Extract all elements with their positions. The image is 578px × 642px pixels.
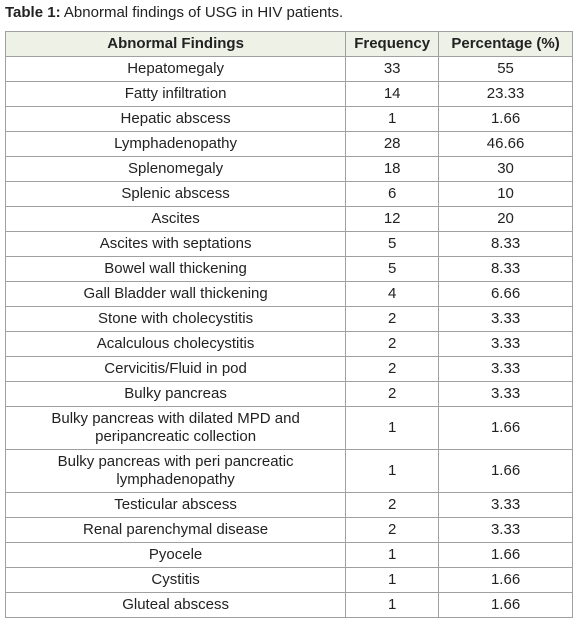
header-row: Abnormal Findings Frequency Percentage (%)	[4, 31, 573, 57]
table-cell: Splenic abscess	[4, 181, 347, 207]
table-cell: Hepatomegaly	[4, 56, 347, 82]
table-cell: 2	[345, 492, 440, 518]
table-row: Fatty infiltration 14 23.33	[4, 81, 573, 107]
caption-text: Abnormal findings of USG in HIV patients…	[63, 4, 344, 21]
table-cell: 1.66	[438, 542, 573, 568]
table-row: Gluteal abscess 1 1.66	[4, 592, 573, 618]
table-row: Cystitis 1 1.66	[4, 567, 573, 593]
table-cell: 1.66	[438, 406, 573, 450]
table-row: Splenic abscess 6 10	[4, 181, 573, 207]
table-cell: 1	[345, 592, 440, 618]
table-cell: 14	[345, 81, 440, 107]
table-cell: 4	[345, 281, 440, 307]
table-cell: Splenomegaly	[4, 156, 347, 182]
table-cell: Acalculous cholecystitis	[4, 331, 347, 357]
table-cell: 3.33	[438, 306, 573, 332]
table-cell: 3.33	[438, 381, 573, 407]
table-cell: Bulky pancreas with peri pancreatic lymp…	[4, 449, 347, 493]
table-row: Splenomegaly 18 30	[4, 156, 573, 182]
table-row: Cervicitis/Fluid in pod 2 3.33	[4, 356, 573, 382]
table-cell: Lymphadenopathy	[4, 131, 347, 157]
table-cell: Fatty infiltration	[4, 81, 347, 107]
table-cell: 10	[438, 181, 573, 207]
table-cell: Testicular abscess	[4, 492, 347, 518]
table-cell: 2	[345, 381, 440, 407]
table-row: Renal parenchymal disease 2 3.33	[4, 517, 573, 543]
table-cell: Cervicitis/Fluid in pod	[4, 356, 347, 382]
table-cell: 20	[438, 206, 573, 232]
table-cell: Gall Bladder wall thickening	[4, 281, 347, 307]
table-row: Bulky pancreas 2 3.33	[4, 381, 573, 407]
table-cell: 12	[345, 206, 440, 232]
table-cell: Ascites	[4, 206, 347, 232]
table-cell: 5	[345, 231, 440, 257]
table-cell: 30	[438, 156, 573, 182]
table-cell: 1	[345, 106, 440, 132]
table-cell: 2	[345, 331, 440, 357]
table-row: Ascites 12 20	[4, 206, 573, 232]
table-cell: 2	[345, 306, 440, 332]
table-row: Hepatic abscess 1 1.66	[4, 106, 573, 132]
table-cell: 2	[345, 356, 440, 382]
table-row: Hepatomegaly 33 55	[4, 56, 573, 82]
table-row: Bulky pancreas with dilated MPD and peri…	[4, 406, 573, 450]
table-cell: 55	[438, 56, 573, 82]
table-cell: 6.66	[438, 281, 573, 307]
table-cell: 3.33	[438, 331, 573, 357]
table-cell: Ascites with septations	[4, 231, 347, 257]
table-row: Gall Bladder wall thickening 4 6.66	[4, 281, 573, 307]
table-row: Bulky pancreas with peri pancreatic lymp…	[4, 449, 573, 493]
table-cell: 23.33	[438, 81, 573, 107]
table-cell: 8.33	[438, 256, 573, 282]
table-cell: 33	[345, 56, 440, 82]
table-cell: 1	[345, 406, 440, 450]
table-row: Acalculous cholecystitis 2 3.33	[4, 331, 573, 357]
table-row: Ascites with septations 5 8.33	[4, 231, 573, 257]
table-cell: Stone with cholecystitis	[4, 306, 347, 332]
table-cell: 1.66	[438, 449, 573, 493]
table-cell: 1.66	[438, 567, 573, 593]
table-cell: Hepatic abscess	[4, 106, 347, 132]
table-cell: 2	[345, 517, 440, 543]
table-cell: 1	[345, 449, 440, 493]
table-cell: 46.66	[438, 131, 573, 157]
header-cell: Abnormal Findings	[4, 31, 347, 57]
table-cell: 28	[345, 131, 440, 157]
table-cell: Bulky pancreas with dilated MPD and peri…	[4, 406, 347, 450]
table: Abnormal Findings Frequency Percentage (%)…	[4, 31, 573, 618]
table-cell: 3.33	[438, 492, 573, 518]
table-cell: 5	[345, 256, 440, 282]
table-cell: 8.33	[438, 231, 573, 257]
table-body: Hepatomegaly 33 55 Fatty infiltration 14 23.3…	[4, 56, 573, 618]
table-cell: 1.66	[438, 106, 573, 132]
table-cell: Bulky pancreas	[4, 381, 347, 407]
table-cell: 18	[345, 156, 440, 182]
table-cell: 1	[345, 542, 440, 568]
table-cell: Pyocele	[4, 542, 347, 568]
table-cell: 1.66	[438, 592, 573, 618]
table-cell: 3.33	[438, 517, 573, 543]
caption-label: Table 1:	[5, 4, 61, 21]
table-row: Bowel wall thickening 5 8.33	[4, 256, 573, 282]
header-cell: Percentage (%)	[438, 31, 573, 57]
table-row: Testicular abscess 2 3.33	[4, 492, 573, 518]
table-cell: Bowel wall thickening	[4, 256, 347, 282]
table-cell: 6	[345, 181, 440, 207]
table-cell: Cystitis	[4, 567, 347, 593]
table-cell: 1	[345, 567, 440, 593]
table-row: Stone with cholecystitis 2 3.33	[4, 306, 573, 332]
table-cell: 3.33	[438, 356, 573, 382]
table-cell: Gluteal abscess	[4, 592, 347, 618]
table-cell: Renal parenchymal disease	[4, 517, 347, 543]
header-cell: Frequency	[345, 31, 440, 57]
caption: Table 1: Abnormal findings of USG in HIV…	[5, 3, 343, 23]
table-row: Pyocele 1 1.66	[4, 542, 573, 568]
table-row: Lymphadenopathy 28 46.66	[4, 131, 573, 157]
